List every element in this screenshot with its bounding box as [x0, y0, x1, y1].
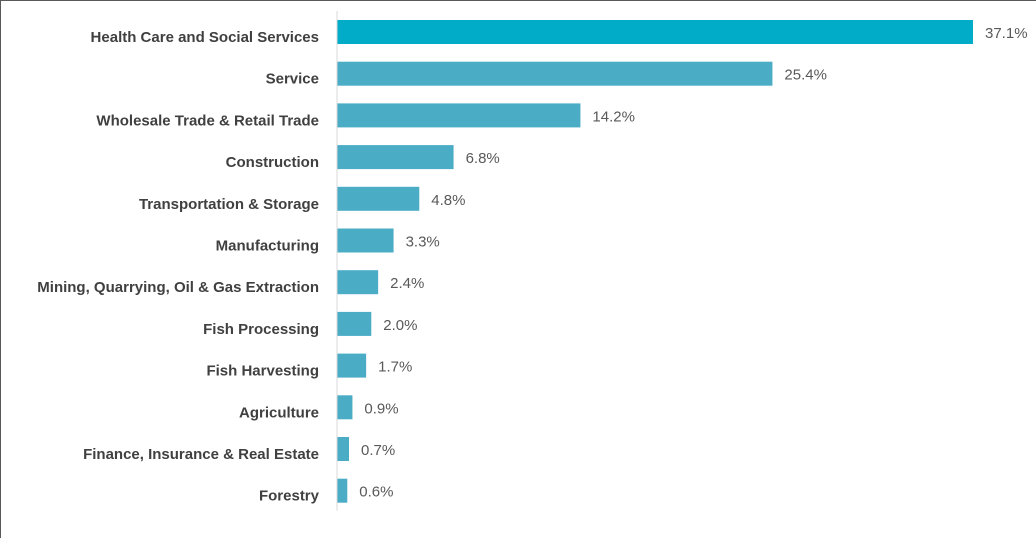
- category-label: Forestry: [259, 488, 320, 505]
- category-label: Manufacturing: [216, 238, 319, 255]
- bar-1: [337, 61, 773, 86]
- bar-4: [337, 186, 420, 211]
- category-label: Transportation & Storage: [139, 196, 319, 213]
- value-label: 3.3%: [406, 234, 440, 251]
- bar-11: [337, 478, 348, 503]
- category-label: Fish Harvesting: [206, 363, 319, 380]
- bar-9: [337, 395, 353, 420]
- bars-layer: [337, 20, 973, 503]
- bar-8: [337, 353, 367, 378]
- value-label: 2.0%: [383, 317, 417, 334]
- value-label: 14.2%: [592, 108, 635, 125]
- value-label: 2.4%: [390, 275, 424, 292]
- value-label: 25.4%: [784, 67, 827, 84]
- value-label: 0.7%: [361, 442, 395, 459]
- value-label: 4.8%: [431, 192, 465, 209]
- bar-3: [337, 145, 454, 170]
- bar-6: [337, 270, 379, 295]
- value-label: 0.6%: [359, 484, 393, 501]
- category-label: Finance, Insurance & Real Estate: [83, 446, 319, 463]
- value-label: 1.7%: [378, 359, 412, 376]
- labels-layer: Health Care and Social Services 37.1% Serv…: [37, 25, 1027, 505]
- bar-5: [337, 228, 394, 253]
- bar-7: [337, 311, 372, 336]
- value-label: 37.1%: [985, 25, 1028, 42]
- category-label: Mining, Quarrying, Oil & Gas Extraction: [37, 279, 319, 296]
- category-label: Health Care and Social Services: [91, 29, 319, 46]
- value-label: 0.9%: [364, 400, 398, 417]
- bar-0: [337, 20, 973, 44]
- bar-10: [337, 437, 349, 461]
- category-label: Construction: [226, 154, 319, 171]
- category-label: Wholesale Trade & Retail Trade: [96, 112, 319, 129]
- category-label: Fish Processing: [203, 321, 319, 338]
- category-label: Service: [266, 71, 319, 88]
- category-label: Agriculture: [239, 404, 319, 421]
- bar-2: [337, 103, 581, 128]
- value-label: 6.8%: [466, 150, 500, 167]
